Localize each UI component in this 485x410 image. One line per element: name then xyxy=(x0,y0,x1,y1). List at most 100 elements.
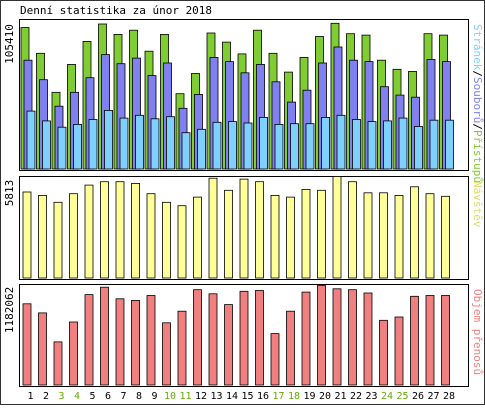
bar-stránek-day-19 xyxy=(305,123,315,170)
bar-bottom-day-12 xyxy=(193,289,202,386)
bar-bottom-day-7 xyxy=(115,298,125,386)
bar-mid-day-11 xyxy=(177,205,187,279)
bar-stránek-day-22 xyxy=(352,119,361,170)
bar-mid-day-23 xyxy=(363,192,373,279)
bar-mid-day-12 xyxy=(193,196,202,279)
bar-stránek-day-3 xyxy=(57,126,67,170)
x-label-day-5: 5 xyxy=(89,391,95,402)
bottom-legend: Objem přenosů xyxy=(471,289,484,375)
x-label-day-19: 19 xyxy=(303,391,315,402)
bar-mid-day-3 xyxy=(53,201,63,279)
bar-mid-day-19 xyxy=(301,188,311,279)
bar-bottom-day-25 xyxy=(394,316,404,386)
x-label-day-20: 20 xyxy=(319,391,331,402)
top-ymax-label: 105410 xyxy=(3,24,16,64)
bar-stránek-day-13 xyxy=(212,121,222,170)
bar-stránek-day-8 xyxy=(135,114,144,170)
bar-mid-day-15 xyxy=(239,178,249,279)
x-label-day-21: 21 xyxy=(334,391,346,402)
bars-layer xyxy=(20,22,454,386)
bar-bottom-day-22 xyxy=(348,289,357,386)
legend-sep-1: / xyxy=(471,70,484,77)
bar-stránek-day-12 xyxy=(197,128,206,170)
bar-mid-day-25 xyxy=(394,194,404,279)
bar-bottom-day-9 xyxy=(146,295,156,386)
bar-bottom-day-2 xyxy=(38,312,47,386)
legend-pages: Stránek xyxy=(471,24,484,71)
x-label-day-23: 23 xyxy=(365,391,377,402)
bar-mid-day-5 xyxy=(84,184,94,279)
bar-stránek-day-20 xyxy=(321,117,330,170)
top-legend: Stránek/Souborů/Přístupů xyxy=(471,24,484,183)
x-label-day-25: 25 xyxy=(396,391,408,402)
bar-bottom-day-28 xyxy=(441,295,450,386)
x-label-day-9: 9 xyxy=(151,391,157,402)
bar-bottom-day-24 xyxy=(379,319,388,386)
bar-mid-day-10 xyxy=(162,201,171,279)
x-label-day-3: 3 xyxy=(58,391,64,402)
legend-files: Souborů xyxy=(471,77,484,123)
x-label-day-28: 28 xyxy=(443,391,455,402)
bar-stránek-day-10 xyxy=(166,116,175,170)
bar-mid-day-4 xyxy=(69,193,78,279)
bar-bottom-day-13 xyxy=(208,293,218,386)
bar-bottom-day-23 xyxy=(363,292,373,386)
bar-stránek-day-28 xyxy=(445,119,454,170)
bar-mid-day-16 xyxy=(255,181,264,279)
bar-bottom-day-3 xyxy=(53,341,63,386)
bar-mid-day-8 xyxy=(131,182,140,279)
bar-stránek-day-11 xyxy=(181,132,191,170)
bar-stránek-day-26 xyxy=(414,126,423,170)
bar-bottom-day-16 xyxy=(255,290,264,386)
x-label-day-11: 11 xyxy=(179,391,191,402)
bar-mid-day-13 xyxy=(208,177,218,279)
x-label-day-27: 27 xyxy=(427,391,439,402)
x-label-day-14: 14 xyxy=(226,391,238,402)
bar-stránek-day-27 xyxy=(429,119,439,170)
bar-bottom-day-15 xyxy=(239,290,249,386)
bar-mid-day-28 xyxy=(441,195,450,279)
bar-stránek-day-25 xyxy=(398,117,408,170)
bar-stránek-day-1 xyxy=(26,110,36,170)
bar-mid-day-2 xyxy=(38,194,47,279)
bar-mid-day-9 xyxy=(146,193,156,279)
bar-stránek-day-5 xyxy=(88,119,98,170)
bar-bottom-day-21 xyxy=(332,288,342,386)
bar-stránek-day-16 xyxy=(259,117,268,170)
x-label-day-22: 22 xyxy=(350,391,362,402)
x-label-day-17: 17 xyxy=(272,391,284,402)
bar-stránek-day-7 xyxy=(119,117,129,170)
bar-bottom-day-18 xyxy=(286,310,295,386)
x-label-day-18: 18 xyxy=(288,391,300,402)
x-axis-labels: 1 2 3 4 5 6 7 8 9 10 11 12 13 14 15 16 17 18 19 20 21 22 23 24 2… xyxy=(27,391,455,402)
x-label-day-1: 1 xyxy=(27,391,33,402)
bar-bottom-day-17 xyxy=(270,333,280,386)
bar-mid-day-20 xyxy=(317,189,326,279)
bar-bottom-day-11 xyxy=(177,310,187,386)
bar-mid-day-17 xyxy=(270,194,280,279)
x-label-day-2: 2 xyxy=(43,391,49,402)
bar-bottom-day-4 xyxy=(69,321,78,386)
bar-mid-day-1 xyxy=(22,191,32,279)
bar-stránek-day-14 xyxy=(228,121,237,170)
bar-bottom-day-20 xyxy=(317,285,326,386)
x-label-day-24: 24 xyxy=(381,391,393,402)
bar-stránek-day-6 xyxy=(104,110,113,170)
bar-bottom-day-6 xyxy=(100,286,109,386)
bar-mid-day-22 xyxy=(348,181,357,279)
bar-mid-day-14 xyxy=(224,189,233,279)
mid-ymax-label: 5813 xyxy=(3,180,16,207)
bar-bottom-day-26 xyxy=(410,295,419,386)
bar-stránek-day-24 xyxy=(383,120,392,170)
bar-bottom-day-27 xyxy=(425,295,435,386)
bar-bottom-day-14 xyxy=(224,304,233,386)
bar-stránek-day-4 xyxy=(73,124,82,170)
bar-bottom-day-10 xyxy=(162,322,171,386)
x-label-day-26: 26 xyxy=(412,391,424,402)
bar-bottom-day-5 xyxy=(84,294,94,386)
bar-stránek-day-18 xyxy=(290,123,299,170)
bar-stránek-day-2 xyxy=(42,120,51,170)
chart-title: Denní statistika za únor 2018 xyxy=(20,4,212,17)
